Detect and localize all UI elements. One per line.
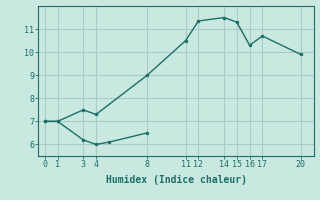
X-axis label: Humidex (Indice chaleur): Humidex (Indice chaleur) [106, 175, 246, 185]
